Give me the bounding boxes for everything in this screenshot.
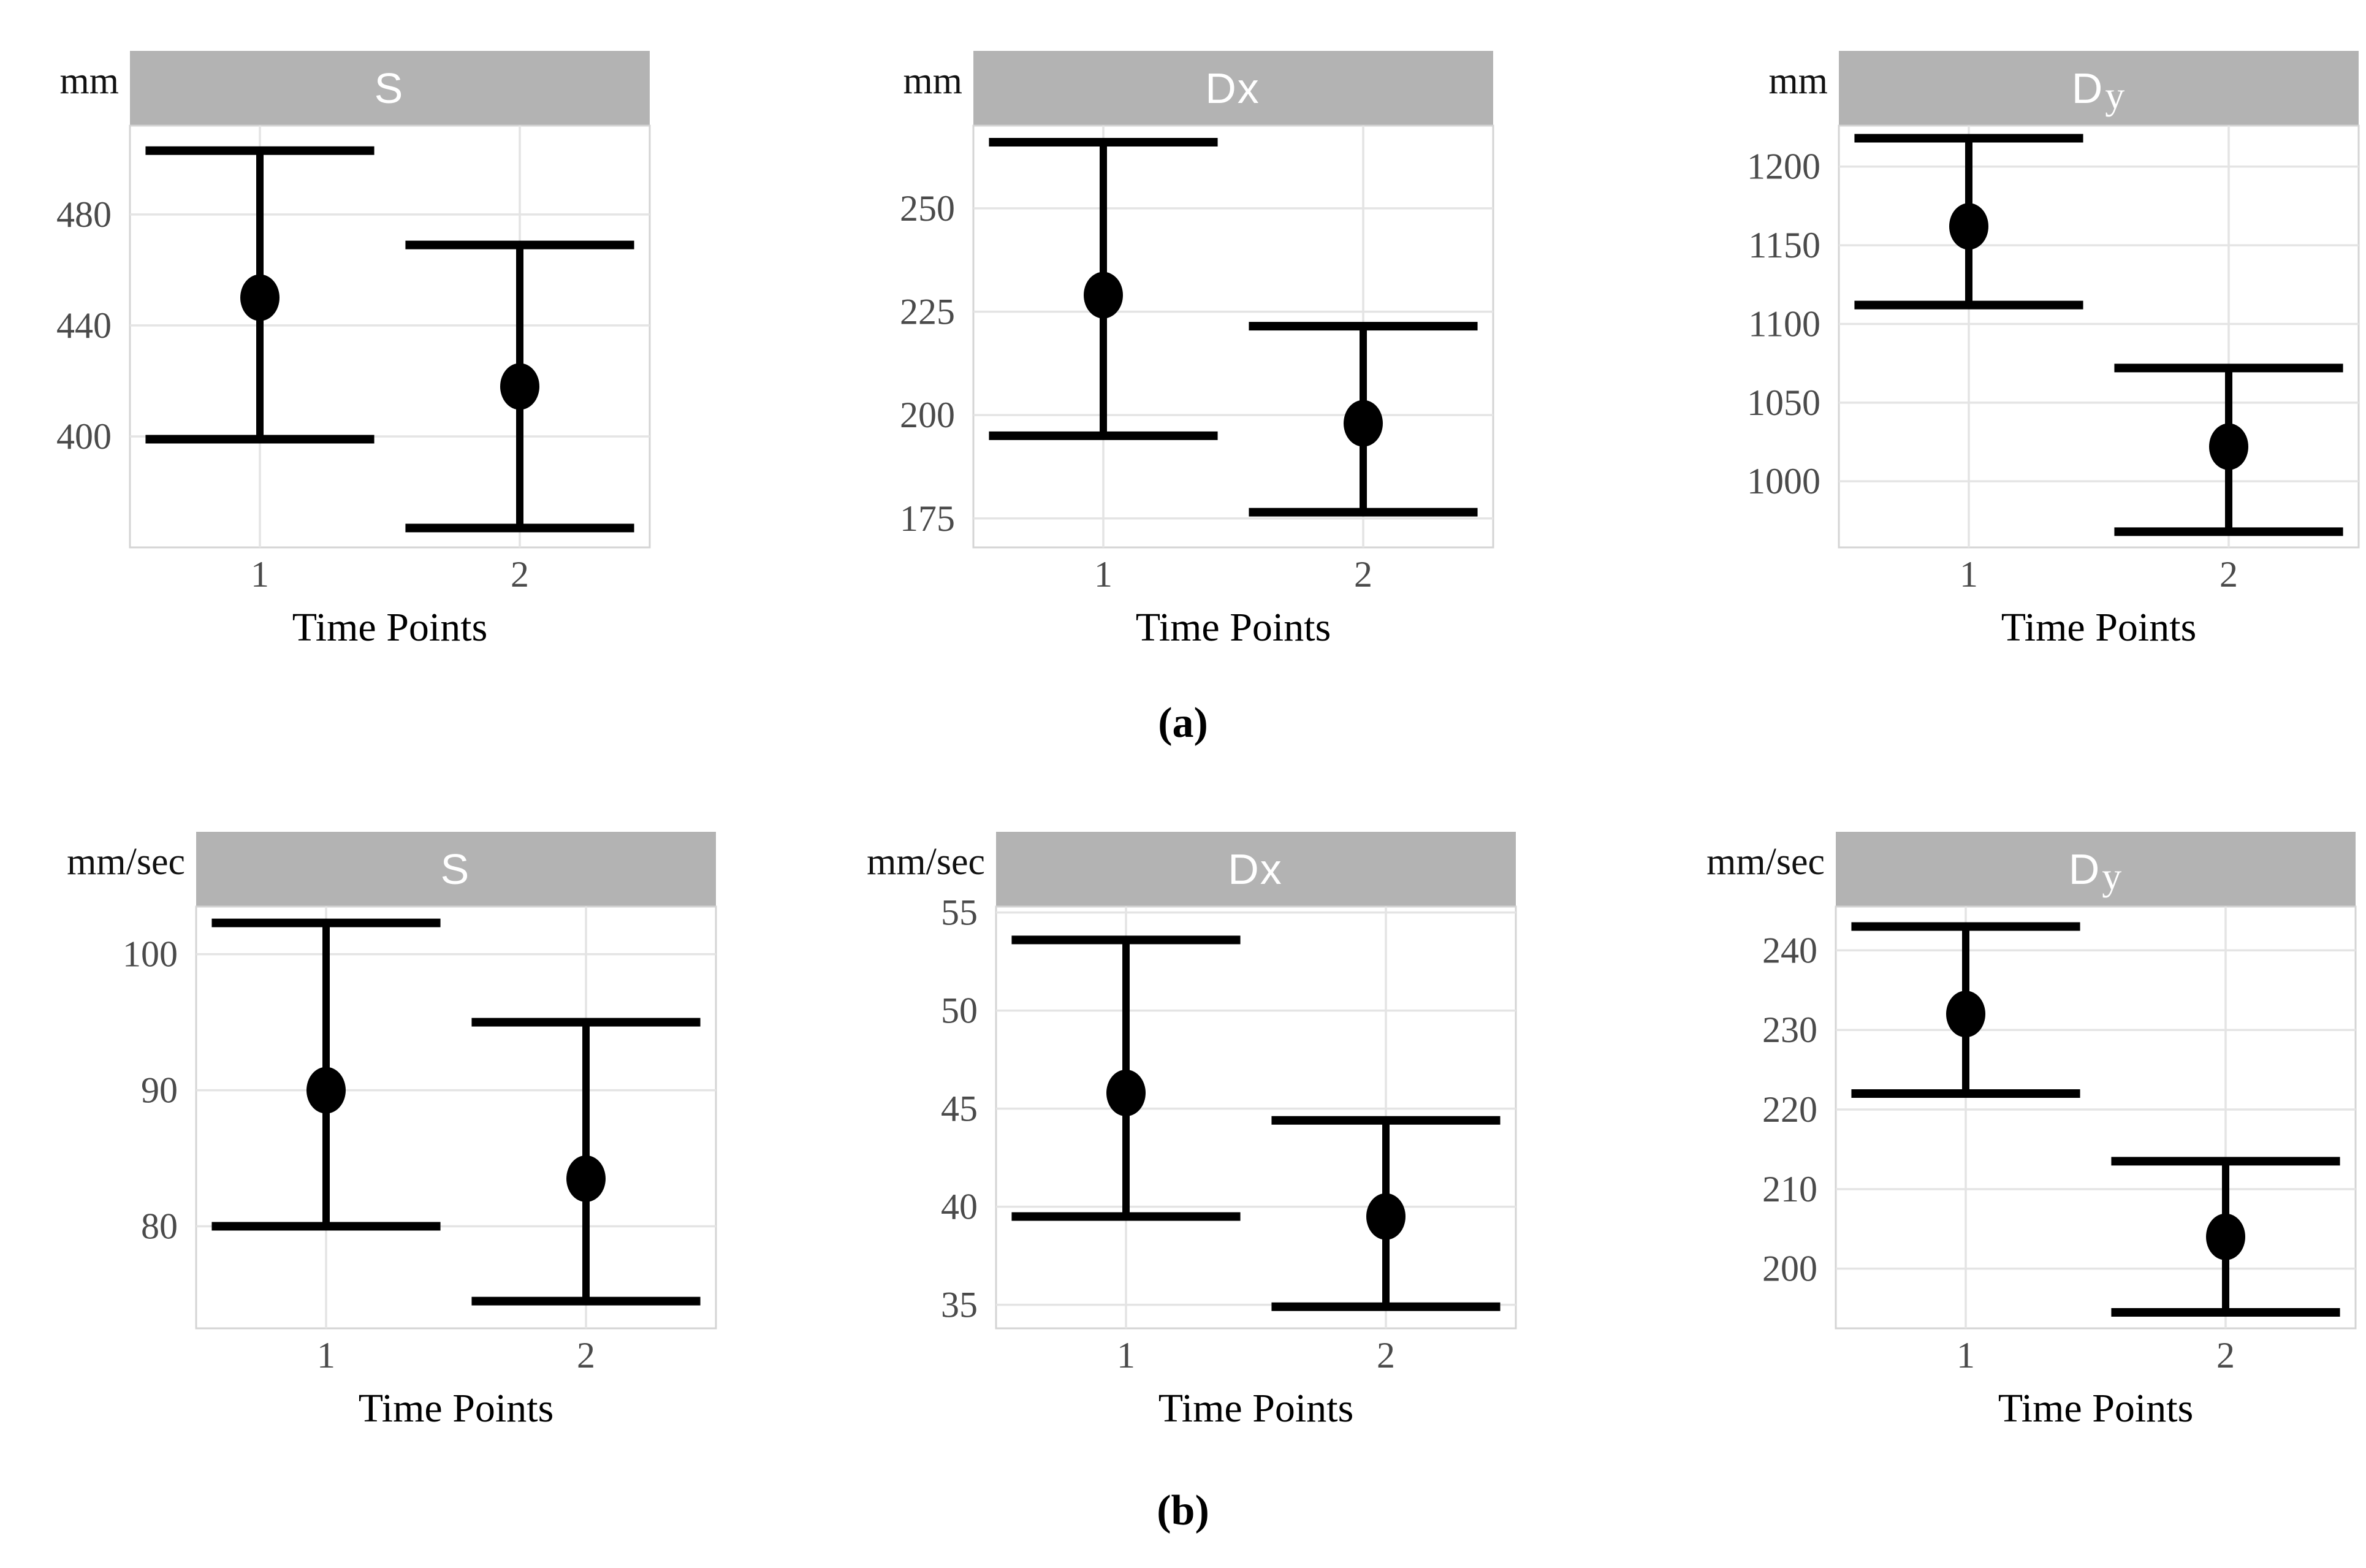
mean-point — [1084, 272, 1123, 319]
y-tick-label: 50 — [941, 991, 978, 1031]
panel-title-strip: S — [196, 832, 716, 907]
panel-title-strip: Dx — [973, 51, 1493, 126]
mean-point — [1946, 991, 1985, 1038]
errorbar-plot: 400 440 480 1 2 Time Points — [56, 124, 651, 650]
y-unit-label: mm/sec — [1706, 841, 1825, 883]
y-tick-label: 440 — [56, 305, 112, 346]
y-tick-label: 200 — [1762, 1249, 1817, 1289]
x-axis-title: Time Points — [359, 1386, 554, 1431]
y-tick-label: 225 — [900, 292, 955, 332]
y-unit-label: mm — [1768, 60, 1828, 102]
panel-a-s: mm S 400 440 480 1 2 Time Points — [56, 51, 651, 650]
y-tick-label: 100 — [123, 934, 178, 975]
panel-title-suffix: y — [2105, 74, 2126, 117]
plot-panel-background — [1835, 905, 2357, 1330]
y-tick-label: 1200 — [1747, 147, 1820, 187]
caption-b: (b) — [1157, 1487, 1209, 1534]
panel-title: S — [440, 845, 471, 893]
y-unit-label: mm — [59, 60, 119, 102]
panel-title: S — [374, 64, 405, 112]
panel-title-suffix: y — [2102, 854, 2123, 898]
x-tick-label: 1 — [1094, 554, 1113, 595]
y-tick-label: 80 — [141, 1206, 178, 1247]
x-tick-label: 1 — [1117, 1335, 1135, 1376]
panel-b-s: mm/sec S 80 90 100 1 2 Time Points — [67, 832, 717, 1431]
x-tick-label: 1 — [251, 554, 269, 595]
y-unit-label: mm/sec — [67, 841, 185, 883]
y-tick-label: 240 — [1762, 930, 1817, 970]
y-tick-label: 1050 — [1747, 382, 1820, 423]
x-axis-title: Time Points — [292, 605, 488, 650]
mean-point — [1106, 1070, 1146, 1116]
x-tick-label: 2 — [577, 1335, 595, 1376]
panel-title: Dx — [1205, 64, 1260, 112]
panel-b-dx: mm/sec Dx 35 40 45 50 55 1 2 Time Points — [867, 832, 1517, 1431]
y-tick-label: 250 — [900, 188, 955, 229]
errorbar-plot: 175 200 225 250 1 2 Time Points — [900, 124, 1494, 650]
mean-point — [2206, 1213, 2245, 1260]
x-axis-title: Time Points — [1998, 1386, 2194, 1431]
panel-title: Dx — [1228, 845, 1283, 893]
panel-title-strip: Dx — [996, 832, 1516, 907]
x-tick-label: 2 — [2220, 554, 2238, 595]
mean-point — [566, 1155, 606, 1202]
y-tick-label: 230 — [1762, 1010, 1817, 1050]
mean-point — [306, 1067, 346, 1114]
x-tick-label: 1 — [1957, 1335, 1975, 1376]
mean-point — [240, 274, 280, 321]
y-tick-label: 1000 — [1747, 461, 1820, 501]
y-tick-label: 1150 — [1748, 225, 1820, 265]
panel-a-dx: mm Dx 175 200 225 250 1 2 Time Points — [900, 51, 1494, 650]
x-tick-label: 2 — [2216, 1335, 2235, 1376]
plot-panel-background — [129, 124, 651, 549]
y-tick-label: 175 — [900, 498, 955, 539]
y-tick-label: 35 — [941, 1285, 978, 1325]
y-tick-label: 1100 — [1748, 303, 1820, 344]
y-tick-label: 210 — [1762, 1169, 1817, 1209]
y-tick-label: 400 — [56, 416, 112, 457]
plot-panel-background — [1838, 124, 2360, 549]
x-tick-label: 2 — [1354, 554, 1372, 595]
x-tick-label: 1 — [317, 1335, 335, 1376]
errorbar-plot: 35 40 45 50 55 1 2 Time Points — [941, 892, 1517, 1431]
plot-panel-background — [972, 124, 1494, 549]
x-tick-label: 2 — [511, 554, 529, 595]
mean-point — [1344, 400, 1383, 447]
errorbar-plot: 200 210 220 230 240 1 2 Time Points — [1762, 905, 2357, 1431]
mean-point — [500, 363, 539, 410]
mean-point — [1949, 203, 1988, 250]
errorbar-plot: 80 90 100 1 2 Time Points — [123, 905, 717, 1431]
y-tick-label: 200 — [900, 395, 955, 435]
x-axis-title: Time Points — [2001, 605, 2197, 650]
y-unit-label: mm — [903, 60, 962, 102]
y-tick-label: 480 — [56, 194, 112, 235]
y-unit-label: mm/sec — [867, 841, 985, 883]
x-tick-label: 1 — [1960, 554, 1978, 595]
mean-point — [1366, 1193, 1406, 1240]
y-tick-label: 40 — [941, 1187, 978, 1227]
y-tick-label: 45 — [941, 1089, 978, 1129]
panel-title-strip: S — [130, 51, 650, 126]
y-tick-label: 90 — [141, 1070, 178, 1111]
panel-title: D — [2071, 64, 2104, 112]
y-tick-label: 55 — [941, 892, 978, 933]
y-tick-label: 220 — [1762, 1089, 1817, 1130]
x-tick-label: 2 — [1377, 1335, 1395, 1376]
x-axis-title: Time Points — [1136, 605, 1331, 650]
panel-title: D — [2068, 845, 2101, 893]
errorbar-plot: 1000 1050 1100 1150 1200 1 2 Time Points — [1747, 124, 2360, 650]
x-axis-title: Time Points — [1158, 1386, 1354, 1431]
caption-a: (a) — [1158, 699, 1208, 747]
plot-panel-background — [195, 905, 717, 1330]
mean-point — [2209, 423, 2248, 470]
